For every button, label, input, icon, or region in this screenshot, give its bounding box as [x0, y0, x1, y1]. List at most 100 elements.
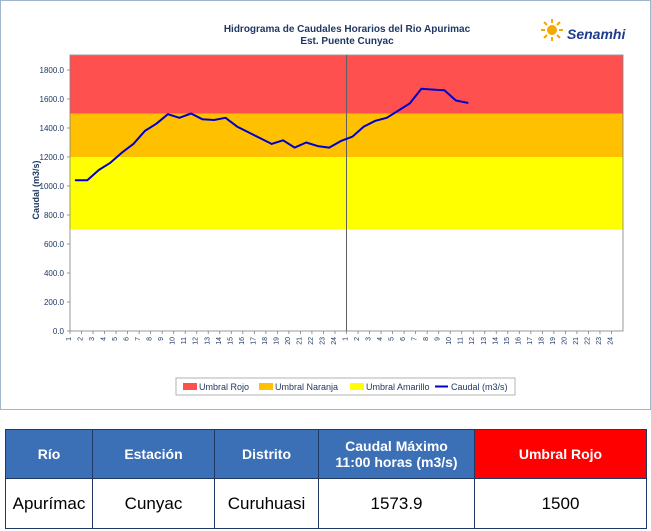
- sun-icon: [541, 19, 563, 41]
- header-rio: Río: [5, 429, 93, 479]
- data-point-28: [397, 109, 400, 112]
- cell-distrito: Curuhuasi: [214, 478, 319, 529]
- x-tick-label-8: 9: [158, 337, 165, 341]
- x-tick-label-35: 12: [469, 337, 476, 345]
- header-estacion: Estación: [92, 429, 215, 479]
- data-point-5: [132, 143, 135, 145]
- x-tick-label-0: 1: [66, 337, 73, 341]
- data-point-30: [420, 87, 423, 90]
- x-tick-label-9: 10: [170, 337, 177, 345]
- data-point-9: [178, 116, 181, 119]
- data-point-25: [362, 125, 365, 128]
- x-tick-label-1: 2: [78, 337, 85, 341]
- y-tick-labels: 0.0 200.0 400.0 600.0 800.0 1000.0 1200.0 1400.…: [40, 66, 65, 336]
- data-point-19: [293, 146, 296, 149]
- table-header-row: Río Estación Distrito Caudal Máximo 11:0…: [5, 429, 647, 479]
- legend-swatch-1: [259, 383, 273, 390]
- data-point-24: [351, 135, 354, 138]
- chart-subtitle: Est. Puente Cunyac: [300, 36, 394, 47]
- data-point-29: [408, 102, 411, 105]
- data-point-33: [455, 99, 457, 102]
- x-tick-label-16: 17: [250, 337, 257, 345]
- x-tick-label-19: 20: [285, 337, 292, 345]
- x-tick-label-4: 5: [112, 337, 119, 341]
- x-tick-label-37: 14: [492, 337, 499, 345]
- x-tick-label-47: 24: [607, 337, 614, 345]
- y-tick-label-0: 0.0: [53, 327, 65, 336]
- x-tick-label-38: 15: [504, 337, 511, 345]
- x-tick-label-11: 12: [193, 337, 200, 345]
- data-point-3: [109, 161, 112, 164]
- data-point-4: [120, 151, 123, 154]
- header-distrito: Distrito: [214, 429, 319, 479]
- y-tick-label-8: 1600.0: [40, 95, 65, 104]
- x-tick-label-12: 13: [204, 337, 211, 345]
- data-point-16: [259, 137, 261, 140]
- x-tick-label-43: 20: [561, 337, 568, 345]
- legend-label-1: Umbral Naranja: [275, 382, 338, 392]
- header-caudal-line2: 11:00 horas (m3/s): [335, 454, 458, 470]
- x-tick-label-22: 23: [319, 337, 326, 345]
- legend-label-0: Umbral Rojo: [199, 382, 249, 392]
- x-tick-label-24: 1: [343, 337, 350, 341]
- legend: Umbral Rojo Umbral Naranja Umbral Amarillo…: [175, 377, 516, 396]
- legend-swatch-2: [350, 383, 364, 390]
- cell-umbral: 1500: [474, 478, 647, 529]
- chart-frame: Hidrograma de Caudales Horarios del Rio …: [0, 0, 651, 410]
- legend-label-2: Umbral Amarillo: [366, 382, 430, 392]
- x-tick-labels: 1 2 3 4 5 6 7 8 9 10 11 12 13 14 15 16 17 18 19 20 21 22 23 24 1…: [66, 337, 614, 345]
- hydrograph-chart: Hidrograma de Caudales Horarios del Rio …: [31, 24, 624, 396]
- x-tick-label-20: 21: [296, 337, 303, 345]
- x-tick-label-25: 2: [354, 337, 361, 341]
- x-tick-label-23: 24: [331, 337, 338, 345]
- data-point-31: [432, 88, 434, 91]
- data-point-23: [339, 140, 342, 142]
- y-tick-label-9: 1800.0: [40, 66, 65, 75]
- header-umbral: Umbral Rojo: [474, 429, 647, 479]
- data-point-20: [305, 141, 308, 144]
- y-tick-label-4: 800.0: [44, 211, 65, 220]
- x-tick-label-10: 11: [181, 337, 188, 344]
- data-point-21: [316, 145, 319, 148]
- x-tick-label-17: 18: [262, 337, 269, 345]
- chart-title: Hidrograma de Caudales Horarios del Rio …: [224, 24, 471, 35]
- legend-label-3: Caudal (m3/s): [451, 382, 508, 392]
- data-point-12: [213, 119, 215, 121]
- data-point-17: [270, 143, 273, 145]
- data-point-22: [328, 146, 331, 149]
- logo-text: Senamhi: [567, 26, 626, 42]
- data-point-10: [190, 112, 192, 115]
- data-point-13: [224, 116, 227, 119]
- y-tick-label-2: 400.0: [44, 269, 65, 278]
- table-row: Apurímac Cunyac Curuhuasi 1573.9 1500: [5, 478, 647, 529]
- data-point-6: [143, 130, 146, 132]
- header-caudal-line1: Caudal Máximo: [345, 438, 448, 454]
- y-tick-label-3: 600.0: [44, 240, 65, 249]
- axes: [67, 54, 624, 334]
- y-axis-label: Caudal (m3/s): [31, 160, 41, 219]
- x-tick-label-14: 15: [227, 337, 234, 345]
- x-tick-label-21: 22: [308, 337, 315, 345]
- data-point-34: [466, 101, 469, 104]
- x-tick-label-5: 6: [124, 337, 131, 341]
- x-tick-label-34: 11: [458, 337, 465, 344]
- x-tick-label-31: 8: [423, 337, 430, 341]
- data-point-7: [155, 122, 158, 125]
- data-point-32: [443, 89, 446, 92]
- series-group: [74, 87, 469, 182]
- x-tick-label-41: 18: [538, 337, 545, 345]
- y-tick-label-7: 1400.0: [40, 124, 65, 133]
- data-point-18: [282, 139, 285, 142]
- x-tick-label-30: 7: [412, 337, 419, 341]
- x-tick-label-44: 21: [573, 337, 580, 345]
- x-tick-label-6: 7: [135, 337, 142, 341]
- x-tick-label-40: 17: [527, 337, 534, 345]
- info-table: Río Estación Distrito Caudal Máximo 11:0…: [5, 429, 647, 529]
- x-tick-label-13: 14: [216, 337, 223, 345]
- cell-estacion: Cunyac: [92, 478, 215, 529]
- data-point-0: [74, 179, 77, 182]
- data-point-1: [86, 179, 89, 182]
- y-tick-label-6: 1200.0: [40, 153, 65, 162]
- x-tick-label-32: 9: [435, 337, 442, 341]
- header-caudal: Caudal Máximo 11:00 horas (m3/s): [318, 429, 475, 479]
